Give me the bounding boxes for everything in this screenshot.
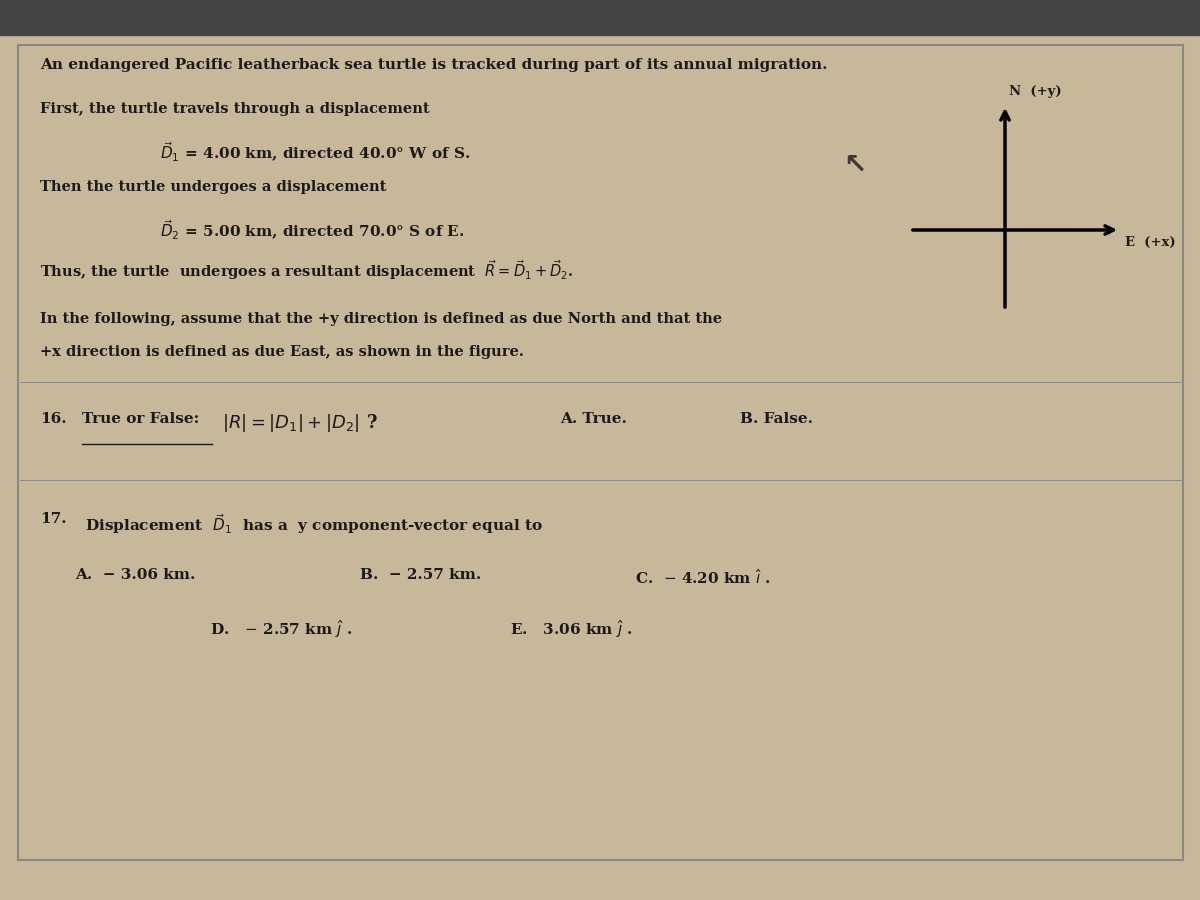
Text: 17.: 17. <box>40 512 67 526</box>
Text: +x direction is defined as due East, as shown in the figure.: +x direction is defined as due East, as … <box>40 345 524 359</box>
Text: True or False:: True or False: <box>82 412 199 426</box>
Text: ↖: ↖ <box>844 151 866 179</box>
Text: An endangered Pacific leatherback sea turtle is tracked during part of its annua: An endangered Pacific leatherback sea tu… <box>40 58 828 72</box>
Text: E  (+x): E (+x) <box>1126 236 1176 249</box>
Text: C.  $-$ 4.20 km $\hat{\imath}$ .: C. $-$ 4.20 km $\hat{\imath}$ . <box>635 568 770 587</box>
Text: First, the turtle travels through a displacement: First, the turtle travels through a disp… <box>40 102 430 116</box>
Bar <box>0 0 1200 35</box>
Text: $\vec{D}_2$ = 5.00 km, directed 70.0° S of E.: $\vec{D}_2$ = 5.00 km, directed 70.0° S … <box>160 218 464 241</box>
Text: B.  − 2.57 km.: B. − 2.57 km. <box>360 568 481 582</box>
Text: A. True.: A. True. <box>560 412 626 426</box>
Text: $|R| = |D_1| + |D_2|$ ?: $|R| = |D_1| + |D_2|$ ? <box>222 412 378 434</box>
Text: Thus, the turtle  undergoes a resultant displacement  $\vec{R} = \vec{D}_1 + \ve: Thus, the turtle undergoes a resultant d… <box>40 258 574 282</box>
Text: Then the turtle undergoes a displacement: Then the turtle undergoes a displacement <box>40 180 386 194</box>
Text: N  (+y): N (+y) <box>1009 85 1062 98</box>
Text: 16.: 16. <box>40 412 67 426</box>
Text: E.   3.06 km $\hat{\jmath}$ .: E. 3.06 km $\hat{\jmath}$ . <box>510 618 632 640</box>
Text: In the following, assume that the +y direction is defined as due North and that : In the following, assume that the +y dir… <box>40 312 722 326</box>
Text: $\vec{D}_1$ = 4.00 km, directed 40.0° W of S.: $\vec{D}_1$ = 4.00 km, directed 40.0° W … <box>160 140 470 164</box>
Text: D.   $-$ 2.57 km $\hat{\jmath}$ .: D. $-$ 2.57 km $\hat{\jmath}$ . <box>210 618 353 640</box>
Text: Displacement  $\vec{D}_1$  has a  y component-vector equal to: Displacement $\vec{D}_1$ has a y compone… <box>85 512 542 536</box>
Text: B. False.: B. False. <box>740 412 814 426</box>
Text: A.  − 3.06 km.: A. − 3.06 km. <box>74 568 196 582</box>
